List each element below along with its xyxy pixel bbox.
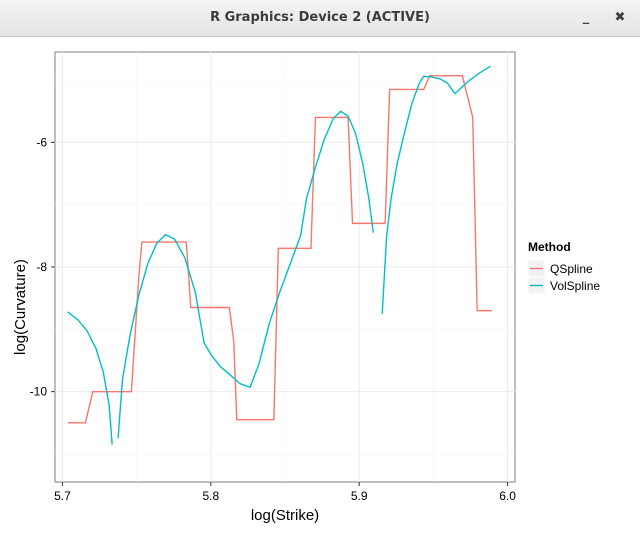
chart: 5.7 5.8 5.9 6.0 -10 -8 -6 log(Strike) log(Curv… <box>12 51 600 524</box>
x-tick-label: 5.8 <box>202 489 219 503</box>
grid <box>55 52 515 482</box>
series-line-volspline <box>117 110 374 439</box>
legend-label: QSpline <box>550 262 593 276</box>
y-tick-label: -10 <box>30 385 48 399</box>
series-line-volspline <box>381 65 491 314</box>
legend-title: Method <box>528 240 571 254</box>
series-line-qspline <box>67 74 492 424</box>
axes: 5.7 5.8 5.9 6.0 -10 -8 -6 <box>30 135 517 503</box>
x-axis-label: log(Strike) <box>251 507 319 524</box>
close-icon[interactable]: ✖ <box>614 10 626 25</box>
x-tick-label: 5.9 <box>351 489 368 503</box>
legend: Method QSpline VolSpline <box>527 240 600 295</box>
x-tick-label: 6.0 <box>499 489 516 503</box>
y-tick-label: -8 <box>36 260 47 274</box>
x-tick-label: 5.7 <box>54 489 71 503</box>
series-layer <box>67 65 492 445</box>
graphics-device-canvas: 5.7 5.8 5.9 6.0 -10 -8 -6 log(Strike) log(Curv… <box>0 37 640 532</box>
y-axis-label: log(Curvature) <box>12 259 29 355</box>
legend-label: VolSpline <box>550 279 600 293</box>
window-title: R Graphics: Device 2 (ACTIVE) <box>210 10 430 25</box>
y-tick-label: -6 <box>36 135 47 149</box>
series-line-volspline <box>67 311 113 445</box>
window-titlebar[interactable]: R Graphics: Device 2 (ACTIVE) _ ✖ <box>0 0 640 37</box>
minimize-icon[interactable]: _ <box>582 10 590 25</box>
